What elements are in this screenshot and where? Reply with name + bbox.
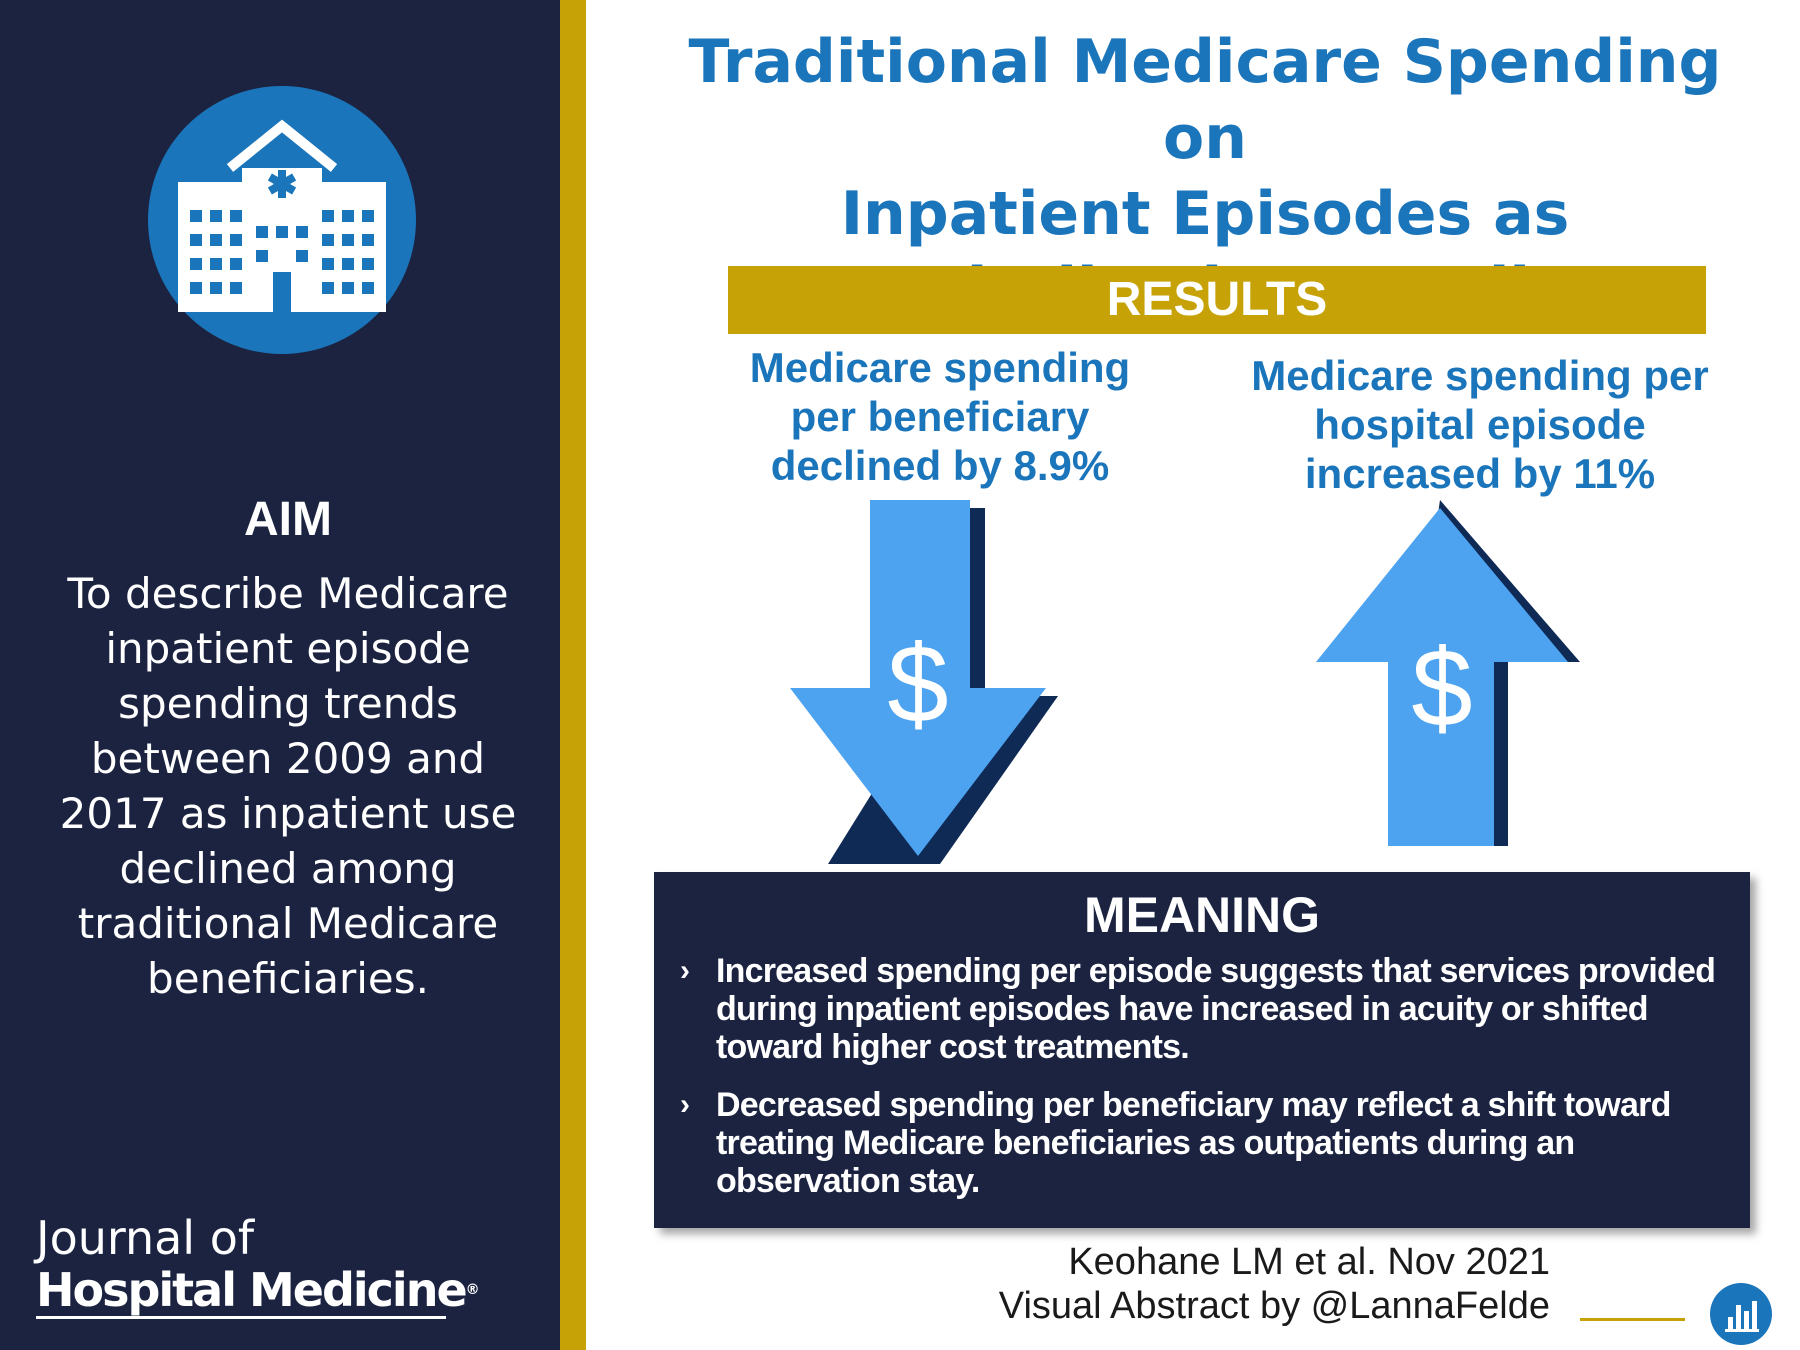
aim-line: declined among: [119, 844, 457, 893]
result-line: Medicare spending: [749, 344, 1131, 391]
chevron-right-icon: ›: [680, 954, 690, 987]
results-banner: RESULTS: [728, 266, 1706, 334]
meaning-list: › Increased spending per episode suggest…: [680, 952, 1730, 1220]
gold-divider: [560, 0, 586, 1350]
footer-divider: [1580, 1318, 1685, 1321]
hospital-icon-circle: [148, 86, 416, 354]
result-per-beneficiary: Medicare spending per beneficiary declin…: [710, 343, 1170, 490]
aim-line: To describe Medicare: [67, 569, 509, 618]
citation-line: Keohane LM et al. Nov 2021: [1068, 1241, 1550, 1283]
list-item: › Decreased spending per beneficiary may…: [680, 1086, 1730, 1200]
bar-chart-glyph: [1725, 1301, 1759, 1332]
meaning-text: Decreased spending per beneficiary may r…: [716, 1086, 1671, 1200]
citation-line: Visual Abstract by @LannaFelde: [998, 1285, 1550, 1327]
aim-heading: AIM: [244, 493, 332, 546]
registered-mark: ®: [465, 1282, 480, 1298]
journal-logo-name: Hospital Medicine: [36, 1263, 468, 1317]
dollar-up-arrow-icon: $: [1316, 500, 1580, 846]
result-per-episode: Medicare spending per hospital episode i…: [1210, 351, 1750, 498]
chevron-right-icon: ›: [680, 1088, 690, 1121]
aim-line: 2017 as inpatient use: [59, 789, 517, 838]
sidebar-panel: AIM To describe Medicare inpatient episo…: [0, 0, 560, 1350]
result-line: increased by 11%: [1304, 450, 1656, 497]
title-line: Inpatient Episodes as: [840, 179, 1570, 249]
meaning-box: MEANING › Increased spending per episode…: [654, 872, 1750, 1228]
journal-logo-line2: Hospital Medicine®: [36, 1263, 480, 1317]
aim-line: beneficiaries.: [147, 954, 429, 1003]
title-line: Traditional Medicare Spending on: [688, 27, 1722, 173]
journal-logo-underline: [36, 1316, 446, 1319]
journal-logo: Journal of Hospital Medicine®: [36, 1211, 480, 1317]
aim-line: between 2009 and: [90, 734, 486, 783]
dollar-sign: $: [887, 623, 948, 746]
meaning-text: Increased spending per episode suggests …: [716, 952, 1716, 1066]
result-line: declined by 8.9%: [770, 442, 1110, 489]
list-item: › Increased spending per episode suggest…: [680, 952, 1730, 1066]
result-line: Medicare spending per: [1251, 352, 1709, 399]
aim-line: traditional Medicare: [77, 899, 499, 948]
result-line: hospital episode: [1314, 401, 1646, 448]
dollar-down-arrow-icon: $: [790, 500, 1058, 864]
result-line: per beneficiary: [790, 393, 1090, 440]
journal-logo-line1: Journal of: [36, 1211, 255, 1265]
meaning-heading: MEANING: [1083, 887, 1321, 943]
dollar-sign: $: [1411, 627, 1472, 750]
aim-line: inpatient episode: [105, 624, 471, 673]
hospital-icon: [178, 119, 386, 312]
aim-description: To describe Medicare inpatient episode s…: [40, 566, 536, 1006]
bar-chart-icon: [1710, 1283, 1772, 1345]
aim-line: spending trends: [118, 679, 458, 728]
citation: Keohane LM et al. Nov 2021 Visual Abstra…: [900, 1240, 1550, 1328]
